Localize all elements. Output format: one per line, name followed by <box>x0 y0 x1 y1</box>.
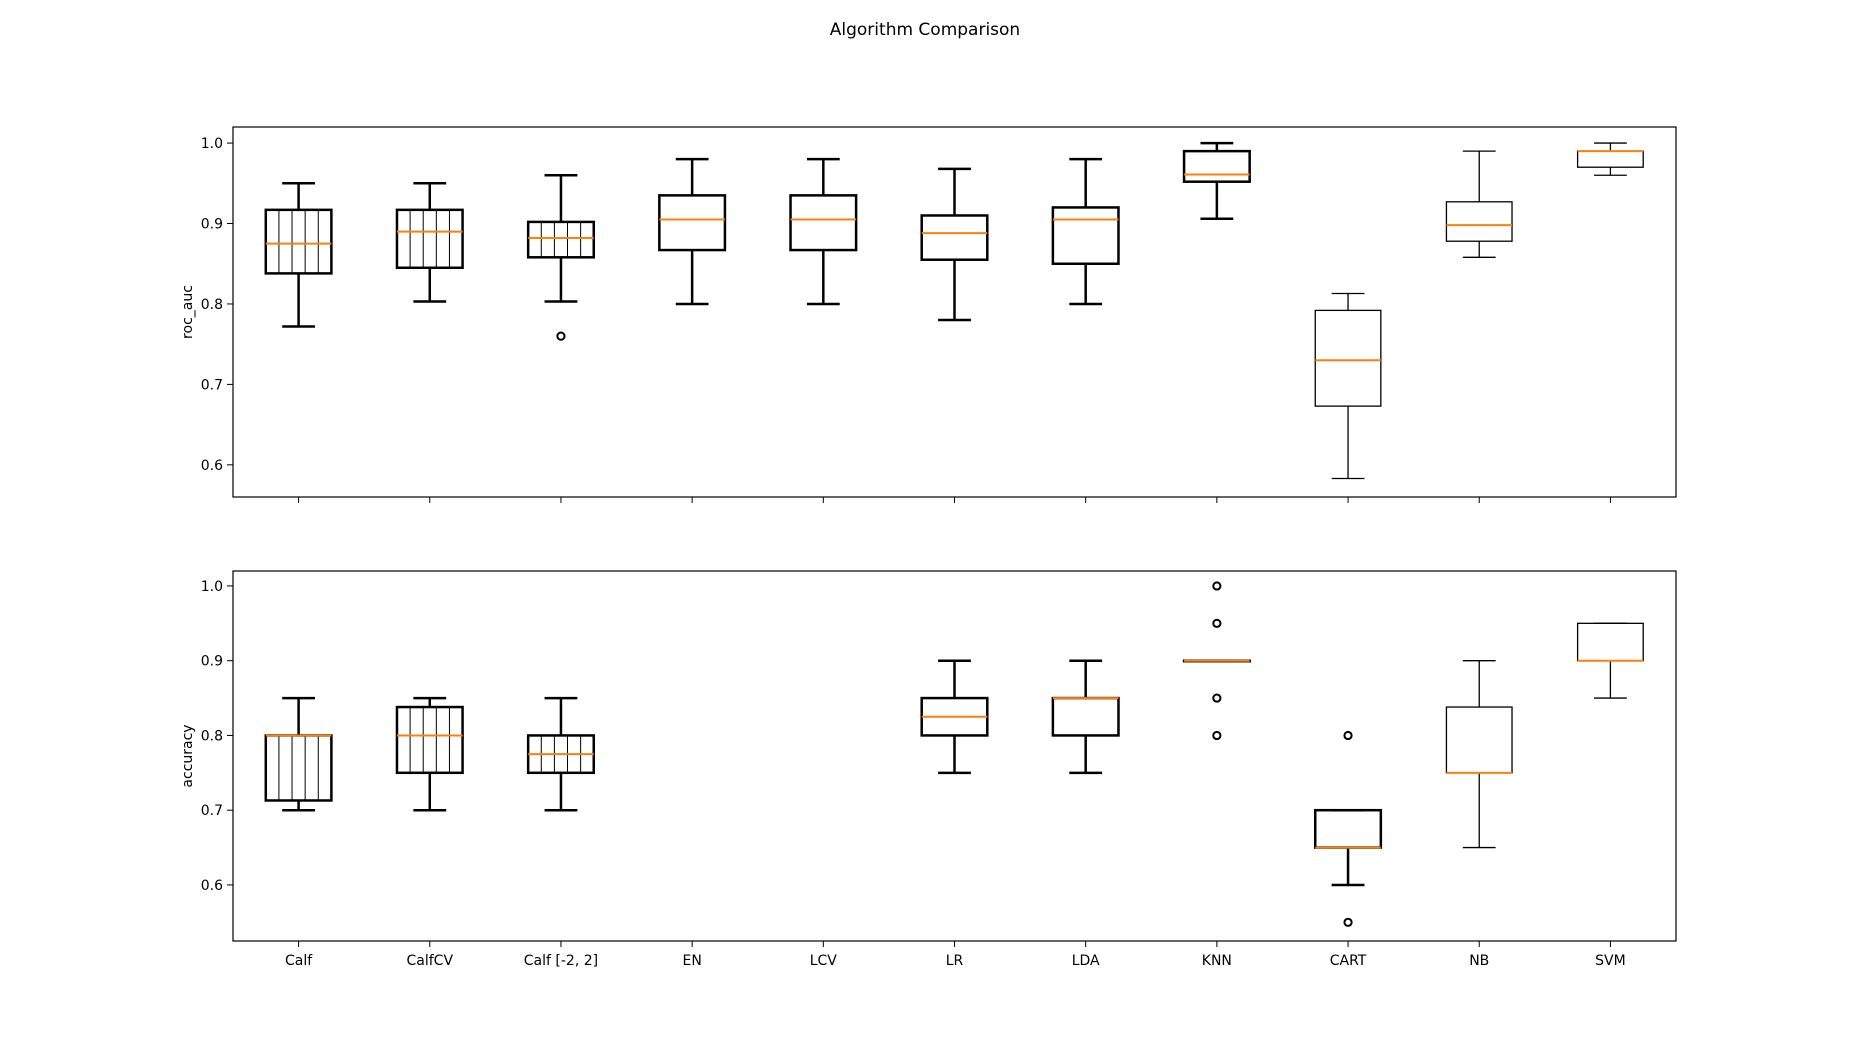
y-tick-label: 1.0 <box>201 136 223 152</box>
y-axis-label: roc_auc <box>180 285 196 339</box>
flier-point <box>1212 581 1222 591</box>
y-tick-label: 1.0 <box>201 579 223 595</box>
box-SVM <box>1576 622 1644 699</box>
box-Calf <box>264 182 333 328</box>
box-LDA <box>1051 659 1120 775</box>
flier-point <box>1343 730 1353 741</box>
y-tick-label: 0.7 <box>201 803 223 819</box>
x-tick-label: EN <box>682 953 701 969</box>
y-tick-label: 0.9 <box>201 217 223 233</box>
box-KNN <box>1182 141 1251 220</box>
box-iqr <box>1182 149 1251 183</box>
box-SVM <box>1576 142 1644 176</box>
box-iqr <box>395 705 464 775</box>
box-iqr <box>1051 206 1120 265</box>
box-NB <box>1445 150 1513 258</box>
subplot-accuracy: 0.6 0.7 0.8 0.9 1.0 accuracy Calf CalfCV Calf [-… <box>180 570 1677 969</box>
box-KNN <box>1182 581 1251 741</box>
box-LCV <box>789 157 858 306</box>
box-iqr <box>920 214 989 261</box>
figure-title: Algorithm Comparison <box>830 20 1020 40</box>
x-tick-label: CART <box>1330 953 1367 969</box>
y-tick-label: 0.6 <box>201 458 223 474</box>
box-CalfCV <box>395 182 464 303</box>
flier-point <box>556 331 566 341</box>
y-tick-label: 0.6 <box>201 878 223 894</box>
box-iqr <box>1314 309 1382 407</box>
x-tick-label: LCV <box>810 953 838 969</box>
flier-point <box>1212 693 1222 703</box>
box-CART <box>1314 730 1383 927</box>
y-tick-label: 0.8 <box>201 297 223 313</box>
flier-point <box>1212 618 1222 628</box>
flier-point <box>1212 730 1222 741</box>
y-tick-label: 0.8 <box>201 728 223 744</box>
box-Calf [-2, 2] <box>526 696 596 812</box>
box-iqr <box>789 194 858 252</box>
x-tick-label: SVM <box>1595 953 1626 969</box>
box-iqr <box>1445 201 1513 242</box>
y-axis-label: accuracy <box>180 724 196 787</box>
box-iqr <box>658 194 727 252</box>
box-NB <box>1445 660 1513 849</box>
flier-point <box>1343 917 1353 927</box>
x-tick-label: LDA <box>1072 953 1100 969</box>
x-tick-label: LR <box>946 953 964 969</box>
x-tick-label: Calf [-2, 2] <box>524 953 598 969</box>
x-tick-label: NB <box>1469 953 1489 969</box>
x-tick-label: KNN <box>1202 953 1232 969</box>
box-iqr <box>264 208 333 275</box>
box-EN <box>658 157 727 306</box>
x-tick-label: CalfCV <box>407 953 454 969</box>
x-tick-label: Calf <box>285 953 313 969</box>
y-tick-label: 0.7 <box>201 377 223 393</box>
y-tick-label: 0.9 <box>201 654 223 670</box>
box-CART <box>1314 292 1382 480</box>
box-LDA <box>1051 157 1120 306</box>
box-Calf [-2, 2] <box>526 174 596 341</box>
box-Calf <box>264 696 333 812</box>
box-iqr <box>395 208 464 270</box>
box-LR <box>920 167 989 322</box>
subplot-roc_auc: 0.6 0.7 0.8 0.9 1.0 roc_auc <box>180 126 1677 503</box>
box-LR <box>920 659 989 775</box>
box-iqr <box>526 220 596 259</box>
box-CalfCV <box>395 696 464 812</box>
